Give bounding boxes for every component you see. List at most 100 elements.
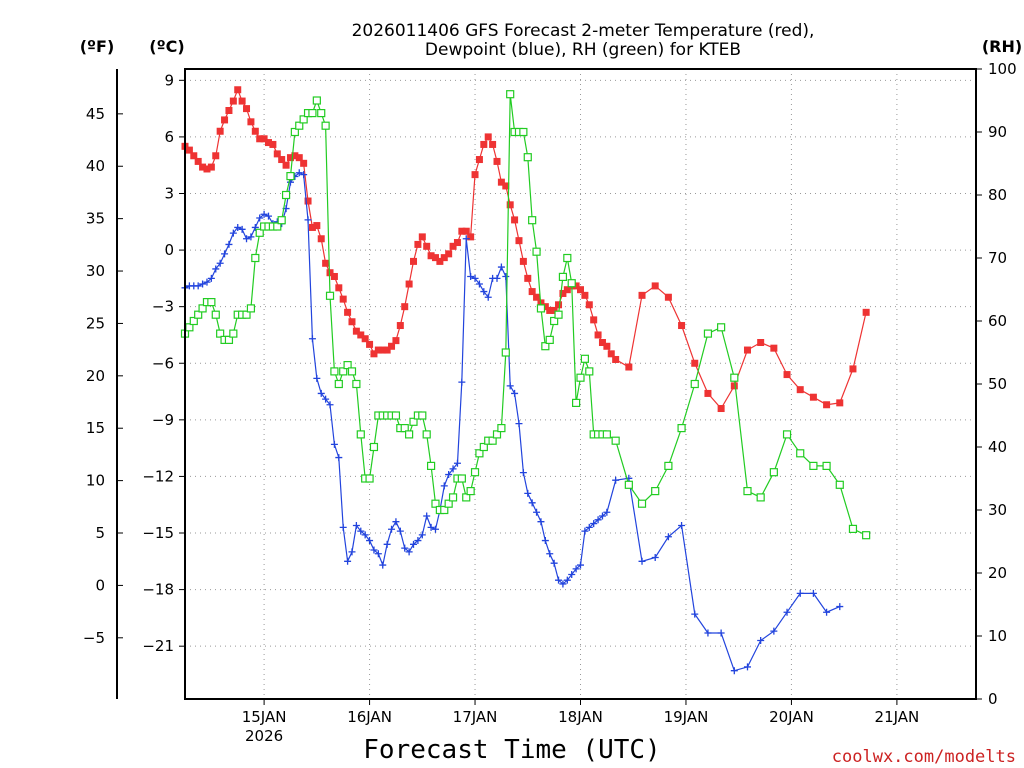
temperature-point (524, 274, 532, 282)
temperature-point (471, 171, 479, 179)
temperature-point (823, 401, 831, 409)
temperature-point (678, 322, 686, 330)
temperature-point (704, 389, 712, 397)
dewpoint-point (357, 527, 365, 535)
date-tick-label: 19JAN (664, 708, 709, 726)
dewpoint-point (533, 508, 541, 516)
temperature-point (317, 235, 325, 243)
temperature-point (783, 371, 791, 379)
temperature-point (392, 337, 400, 345)
dewpoint-point (300, 171, 308, 179)
temperature-point (414, 240, 422, 248)
rh-point (405, 430, 414, 439)
rh-point (409, 417, 418, 426)
dewpoint-point (229, 229, 237, 237)
dewpoint-point (515, 420, 523, 428)
temperature-point (506, 201, 514, 209)
temperature-point (190, 152, 198, 160)
rh-point (624, 480, 633, 489)
rh-point (224, 335, 234, 344)
rh-point (339, 367, 348, 376)
rh-point (585, 367, 594, 376)
temperature-point (396, 322, 404, 330)
dewpoint-point (704, 629, 712, 637)
temperature-point (607, 350, 615, 358)
temperature-point (379, 346, 387, 354)
fahrenheit-tick-label: −5 (83, 629, 105, 647)
temperature-point (370, 350, 378, 358)
rh-point (572, 398, 581, 407)
rh-point (229, 329, 238, 338)
rh-point (862, 531, 871, 540)
rh-point (194, 310, 203, 319)
temperature-point (199, 163, 207, 171)
rh-point (198, 304, 207, 313)
temperature-point (546, 306, 554, 314)
rh-point (677, 424, 686, 433)
rh-point (611, 436, 620, 445)
rh-point (330, 367, 339, 376)
dewpoint-point (537, 518, 545, 526)
temperature-point (651, 282, 659, 290)
rh-tick-label: 100 (988, 60, 1017, 78)
rh-axis-header: (RH) (982, 37, 1022, 56)
celsius-tick-label: −18 (142, 581, 174, 599)
fahrenheit-tick-label: 10 (86, 472, 105, 490)
rh-point (391, 411, 401, 420)
temperature-point (286, 154, 294, 162)
celsius-tick-label: −21 (142, 637, 174, 655)
rh-point (189, 316, 198, 326)
temperature-point (770, 344, 778, 352)
fahrenheit-tick-label: 15 (86, 419, 105, 437)
rh-point (637, 499, 647, 508)
dewpoint-point (401, 544, 409, 552)
rh-point (523, 153, 532, 162)
dewpoint-point (453, 459, 461, 467)
rh-point (602, 430, 611, 439)
temperature-point (212, 152, 220, 160)
celsius-tick-label: −12 (142, 467, 174, 485)
dewpoint-point (383, 540, 391, 548)
temperature-point (757, 339, 765, 347)
temperature-point (326, 269, 334, 277)
dewpoint-point (243, 235, 251, 243)
temperature-point (489, 140, 497, 148)
axis-ticks: 9630−3−6−9−12−15−18−21454035302520151050… (83, 60, 1017, 745)
dewpoint-point (783, 608, 791, 616)
dewpoint-point (440, 482, 448, 490)
dewpoint-point (598, 512, 606, 520)
temperature-point (251, 127, 259, 135)
date-tick-label: 21JAN (875, 708, 920, 726)
rh-point (325, 291, 335, 300)
temperature-point (577, 286, 584, 294)
temperature-point (339, 295, 347, 303)
rh-point (492, 430, 502, 439)
dewpoint-point (335, 454, 343, 462)
dewpoint-point (344, 557, 352, 565)
temperature-point (344, 308, 352, 316)
dewpoint-point (234, 223, 242, 231)
celsius-tick-label: −9 (152, 411, 174, 429)
temperature-point (361, 335, 369, 343)
dewpoint-point (568, 571, 576, 579)
temperature-point (304, 197, 312, 205)
rh-point (308, 108, 317, 118)
temperature-point (431, 254, 439, 262)
dewpoint-point (247, 233, 255, 241)
rh-point (356, 430, 365, 439)
dewpoint-point (388, 525, 396, 533)
fahrenheit-tick-label: 35 (86, 210, 105, 228)
temperature-point (559, 289, 567, 297)
temperature-point (291, 152, 299, 160)
rh-tick-label: 50 (988, 375, 1007, 393)
temperature-point (572, 282, 580, 290)
temperature-point (612, 355, 620, 363)
temperature-point (243, 105, 251, 113)
temperature-point (603, 342, 611, 350)
rh-point (554, 310, 563, 319)
dewpoint-point (431, 525, 439, 533)
temperature-point (374, 346, 382, 354)
dewpoint-point (308, 335, 316, 343)
temperature-point (357, 331, 365, 339)
temperature-point (664, 293, 672, 301)
